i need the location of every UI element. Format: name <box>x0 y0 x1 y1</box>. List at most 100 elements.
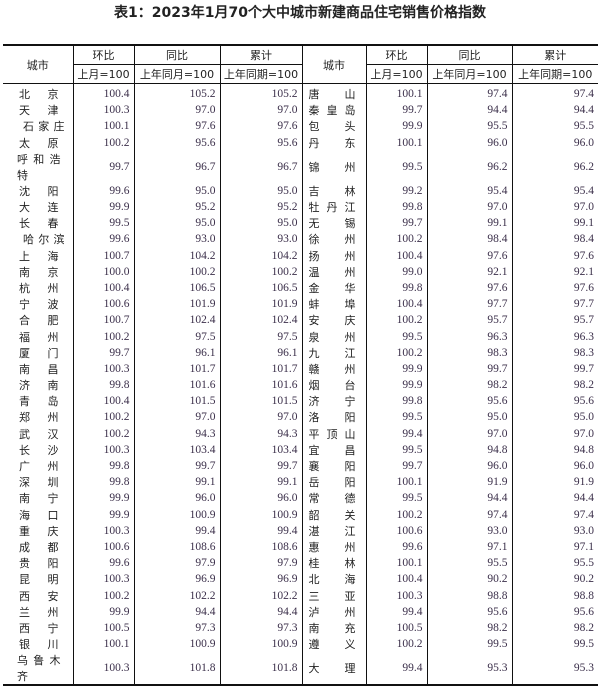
left-city-cell: 西宁 <box>19 621 59 635</box>
table-row: 济南 99.8 101.6 101.6 烟台 99.9 98.2 98.2 <box>3 377 598 394</box>
right-leiji-cell: 96.2 <box>511 150 598 183</box>
left-leiji-cell: 100.9 <box>219 636 302 653</box>
right-city-cell: 平顶山 <box>301 425 366 442</box>
left-tongbi-cell: 97.9 <box>133 555 220 572</box>
right-city-cell: 宜昌 <box>301 441 366 458</box>
right-tongbi-cell: 91.9 <box>426 474 512 491</box>
table-row: 南京 100.0 100.2 100.2 温州 99.0 92.1 92.1 <box>3 263 598 280</box>
left-leiji-cell: 108.6 <box>219 538 302 556</box>
left-huanbi-cell: 100.2 <box>72 328 134 345</box>
left-tongbi-cell: 96.0 <box>133 490 220 507</box>
left-tongbi-cell: 102.2 <box>133 587 220 604</box>
left-tongbi-cell: 101.7 <box>133 360 220 377</box>
right-tongbi-cell: 94.4 <box>426 102 512 119</box>
left-tongbi-cell: 105.2 <box>133 83 220 103</box>
right-tongbi-cell: 95.4 <box>426 182 512 199</box>
left-city-cell: 大连 <box>19 201 59 215</box>
right-city-cell: 唐山 <box>301 83 366 103</box>
left-tongbi-cell: 95.6 <box>133 134 220 151</box>
left-city-cell: 重庆 <box>19 524 59 538</box>
left-leiji-cell: 95.6 <box>219 134 302 151</box>
left-huanbi-cell: 100.3 <box>72 652 134 686</box>
right-huanbi-cell: 99.9 <box>365 360 427 377</box>
left-huanbi-cell: 100.2 <box>72 425 134 442</box>
left-city-cell: 昆明 <box>19 573 59 587</box>
left-city-cell: 银川 <box>19 638 59 652</box>
left-huanbi-cell: 100.4 <box>72 279 134 297</box>
left-leiji-cell: 99.1 <box>219 474 302 491</box>
right-leiji-cell: 95.3 <box>511 652 598 686</box>
right-tongbi-cell: 93.0 <box>426 522 512 539</box>
right-leiji-cell: 96.3 <box>511 328 598 345</box>
table-row: 西宁 100.5 97.3 97.3 南充 100.5 98.2 98.2 <box>3 619 598 636</box>
left-huanbi-cell: 100.1 <box>72 118 134 135</box>
right-city-cell: 烟台 <box>301 377 366 394</box>
left-huanbi-cell: 99.9 <box>72 603 134 620</box>
right-tongbi-cell: 97.7 <box>426 296 512 313</box>
left-tongbi-cell: 99.1 <box>133 474 220 491</box>
left-tongbi-cell: 97.5 <box>133 328 220 345</box>
right-huanbi-cell: 99.5 <box>365 490 427 507</box>
right-leiji-cell: 95.6 <box>511 603 598 620</box>
right-huanbi-cell: 99.5 <box>365 328 427 345</box>
left-city-cell: 石家庄 <box>23 120 65 134</box>
header-huanbi: 环比 <box>72 45 134 65</box>
table-row: 沈阳 99.6 95.0 95.0 吉林 99.2 95.4 95.4 <box>3 182 598 199</box>
left-tongbi-cell: 94.4 <box>133 603 220 620</box>
left-leiji-cell: 94.3 <box>219 425 302 442</box>
left-tongbi-cell: 95.0 <box>133 182 220 199</box>
left-huanbi-cell: 100.6 <box>72 538 134 556</box>
right-leiji-cell: 99.1 <box>511 215 598 232</box>
left-tongbi-cell: 96.9 <box>133 571 220 588</box>
right-city-cell: 无锡 <box>301 215 366 232</box>
right-city-cell: 洛阳 <box>301 409 366 426</box>
left-leiji-cell: 101.7 <box>219 360 302 377</box>
left-leiji-cell: 97.9 <box>219 555 302 572</box>
right-tongbi-cell: 97.1 <box>426 538 512 556</box>
table-row: 成都 100.6 108.6 108.6 惠州 99.6 97.1 97.1 <box>3 538 598 556</box>
left-tongbi-cell: 95.2 <box>133 198 220 216</box>
left-city-cell: 合肥 <box>19 314 59 328</box>
left-huanbi-cell: 100.7 <box>72 247 134 264</box>
left-city-cell: 青岛 <box>19 395 59 409</box>
left-leiji-cell: 101.6 <box>219 377 302 394</box>
right-huanbi-cell: 100.2 <box>365 231 427 248</box>
table-title: 表1：2023年1月70个大中城市新建商品住宅销售价格指数 <box>114 5 486 21</box>
right-leiji-cell: 97.0 <box>511 198 598 216</box>
left-leiji-cell: 99.7 <box>219 457 302 475</box>
left-tongbi-cell: 96.1 <box>133 344 220 361</box>
table-row: 青岛 100.4 101.5 101.5 济宁 99.8 95.6 95.6 <box>3 393 598 410</box>
table-row: 广州 99.8 99.7 99.7 襄阳 99.7 96.0 96.0 <box>3 457 598 475</box>
table-row: 大连 99.9 95.2 95.2 牡丹江 99.8 97.0 97.0 <box>3 198 598 216</box>
left-tongbi-cell: 97.6 <box>133 118 220 135</box>
table-row: 深圳 99.8 99.1 99.1 岳阳 100.1 91.9 91.9 <box>3 474 598 491</box>
right-leiji-cell: 97.4 <box>511 506 598 523</box>
left-city-cell: 北京 <box>19 88 59 102</box>
right-city-cell: 丹东 <box>301 134 366 151</box>
right-city-cell: 安庆 <box>301 312 366 329</box>
left-city-cell: 福州 <box>19 330 59 344</box>
right-leiji-cell: 97.6 <box>511 279 598 297</box>
right-leiji-cell: 94.4 <box>511 102 598 119</box>
left-tongbi-cell: 94.3 <box>133 425 220 442</box>
left-leiji-cell: 101.9 <box>219 296 302 313</box>
right-leiji-cell: 94.4 <box>511 490 598 507</box>
right-huanbi-cell: 100.4 <box>365 571 427 588</box>
left-leiji-cell: 104.2 <box>219 247 302 264</box>
right-tongbi-cell: 97.4 <box>426 83 512 103</box>
right-leiji-cell: 98.4 <box>511 231 598 248</box>
right-city-cell: 桂林 <box>301 555 366 572</box>
right-city-cell: 秦皇岛 <box>301 102 366 119</box>
right-huanbi-cell: 100.2 <box>365 312 427 329</box>
table-row: 西安 100.2 102.2 102.2 三亚 100.3 98.8 98.8 <box>3 587 598 604</box>
left-huanbi-cell: 99.5 <box>72 215 134 232</box>
right-city-cell: 包头 <box>301 118 366 135</box>
left-huanbi-cell: 100.3 <box>72 102 134 119</box>
left-tongbi-cell: 97.0 <box>133 409 220 426</box>
right-huanbi-cell: 100.2 <box>365 636 427 653</box>
left-huanbi-cell: 100.2 <box>72 587 134 604</box>
right-city-cell: 泸州 <box>301 603 366 620</box>
right-leiji-cell: 95.7 <box>511 312 598 329</box>
right-tongbi-cell: 96.2 <box>426 150 512 183</box>
right-tongbi-cell: 95.0 <box>426 409 512 426</box>
